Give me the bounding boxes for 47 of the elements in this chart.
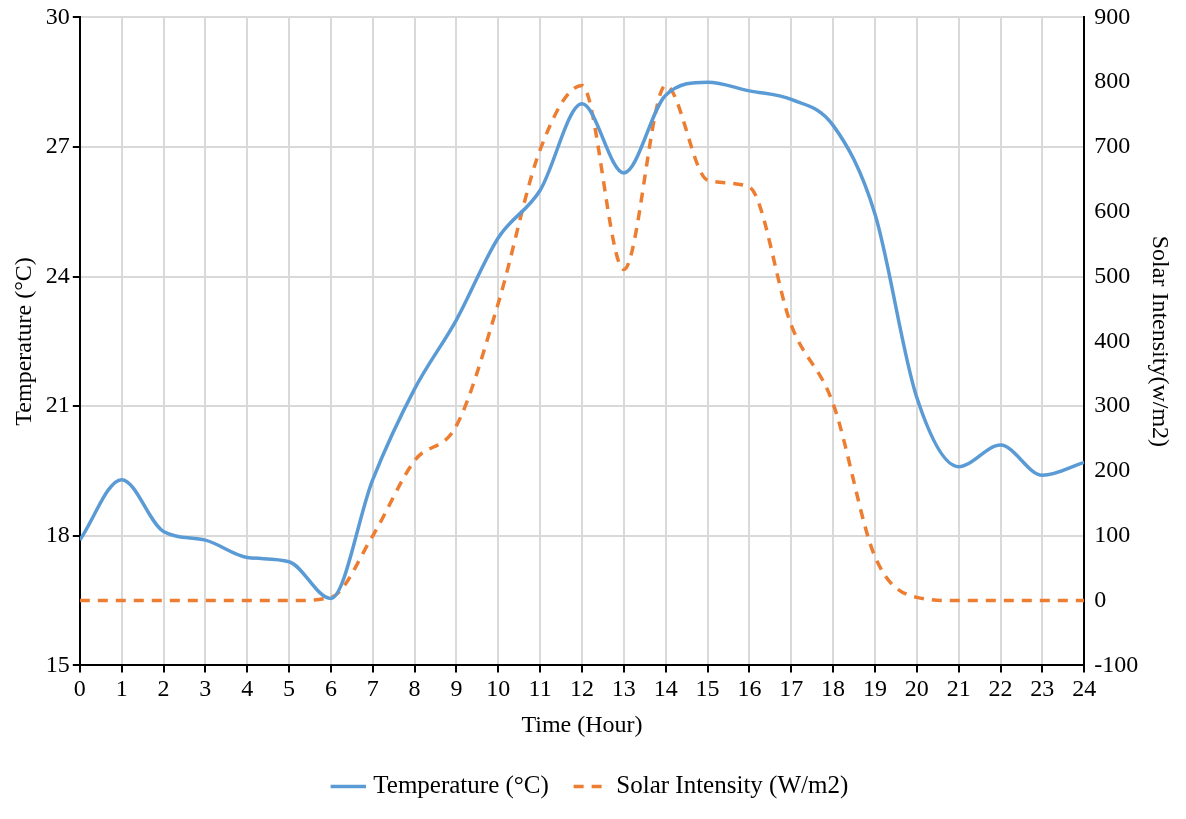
y-tick-label: 21 — [45, 391, 70, 418]
y2-tick-label: 800 — [1094, 67, 1131, 94]
x-tick-label: 7 — [366, 675, 379, 702]
x-tick-label: 18 — [821, 675, 846, 702]
x-tick-label: 6 — [324, 675, 337, 702]
x-tick-label: 2 — [157, 675, 170, 702]
y2-tick-label: 300 — [1094, 391, 1131, 418]
y-tick-label: 27 — [45, 132, 70, 159]
x-tick-label: 3 — [199, 675, 212, 702]
x-tick-label: 22 — [988, 675, 1013, 702]
y-tick-label: 15 — [45, 650, 70, 677]
x-axis-title: Time (Hour) — [521, 710, 643, 737]
x-tick-label: 4 — [241, 675, 254, 702]
x-tick-label: 10 — [486, 675, 511, 702]
x-tick-label: 1 — [115, 675, 128, 702]
x-tick-label: 14 — [653, 675, 678, 702]
y-tick-label: 30 — [45, 2, 70, 29]
y2-tick-label: -100 — [1094, 650, 1139, 677]
x-tick-label: 19 — [862, 675, 887, 702]
y-tick-label: 18 — [45, 521, 70, 548]
x-tick-label: 20 — [904, 675, 929, 702]
y-tick-label: 24 — [45, 261, 70, 288]
x-tick-label: 23 — [1030, 675, 1055, 702]
y2-axis-title: Solar Intensity(w/m2) — [1148, 235, 1175, 448]
y2-tick-label: 600 — [1094, 197, 1131, 224]
y2-tick-label: 700 — [1094, 132, 1131, 159]
y2-tick-label: 900 — [1094, 2, 1131, 29]
y2-tick-label: 400 — [1094, 326, 1131, 353]
y-axis-title: Temperature (°C) — [9, 257, 36, 426]
x-tick-label: 8 — [408, 675, 421, 702]
legend-label: Temperature (°C) — [373, 771, 549, 800]
x-tick-label: 12 — [570, 675, 594, 702]
x-tick-label: 13 — [611, 675, 636, 702]
legend-label: Solar Intensity (W/m2) — [616, 771, 849, 800]
x-tick-label: 5 — [283, 675, 296, 702]
x-tick-label: 21 — [946, 675, 971, 702]
x-tick-label: 9 — [450, 675, 463, 702]
x-tick-label: 24 — [1072, 675, 1097, 702]
y2-tick-label: 500 — [1094, 261, 1131, 288]
y2-tick-label: 200 — [1094, 456, 1131, 483]
x-tick-label: 16 — [737, 675, 762, 702]
y2-tick-label: 0 — [1094, 585, 1107, 612]
x-tick-label: 0 — [73, 675, 86, 702]
x-tick-label: 11 — [528, 675, 552, 702]
y2-tick-label: 100 — [1094, 521, 1131, 548]
x-tick-label: 15 — [695, 675, 720, 702]
x-tick-label: 17 — [779, 675, 804, 702]
